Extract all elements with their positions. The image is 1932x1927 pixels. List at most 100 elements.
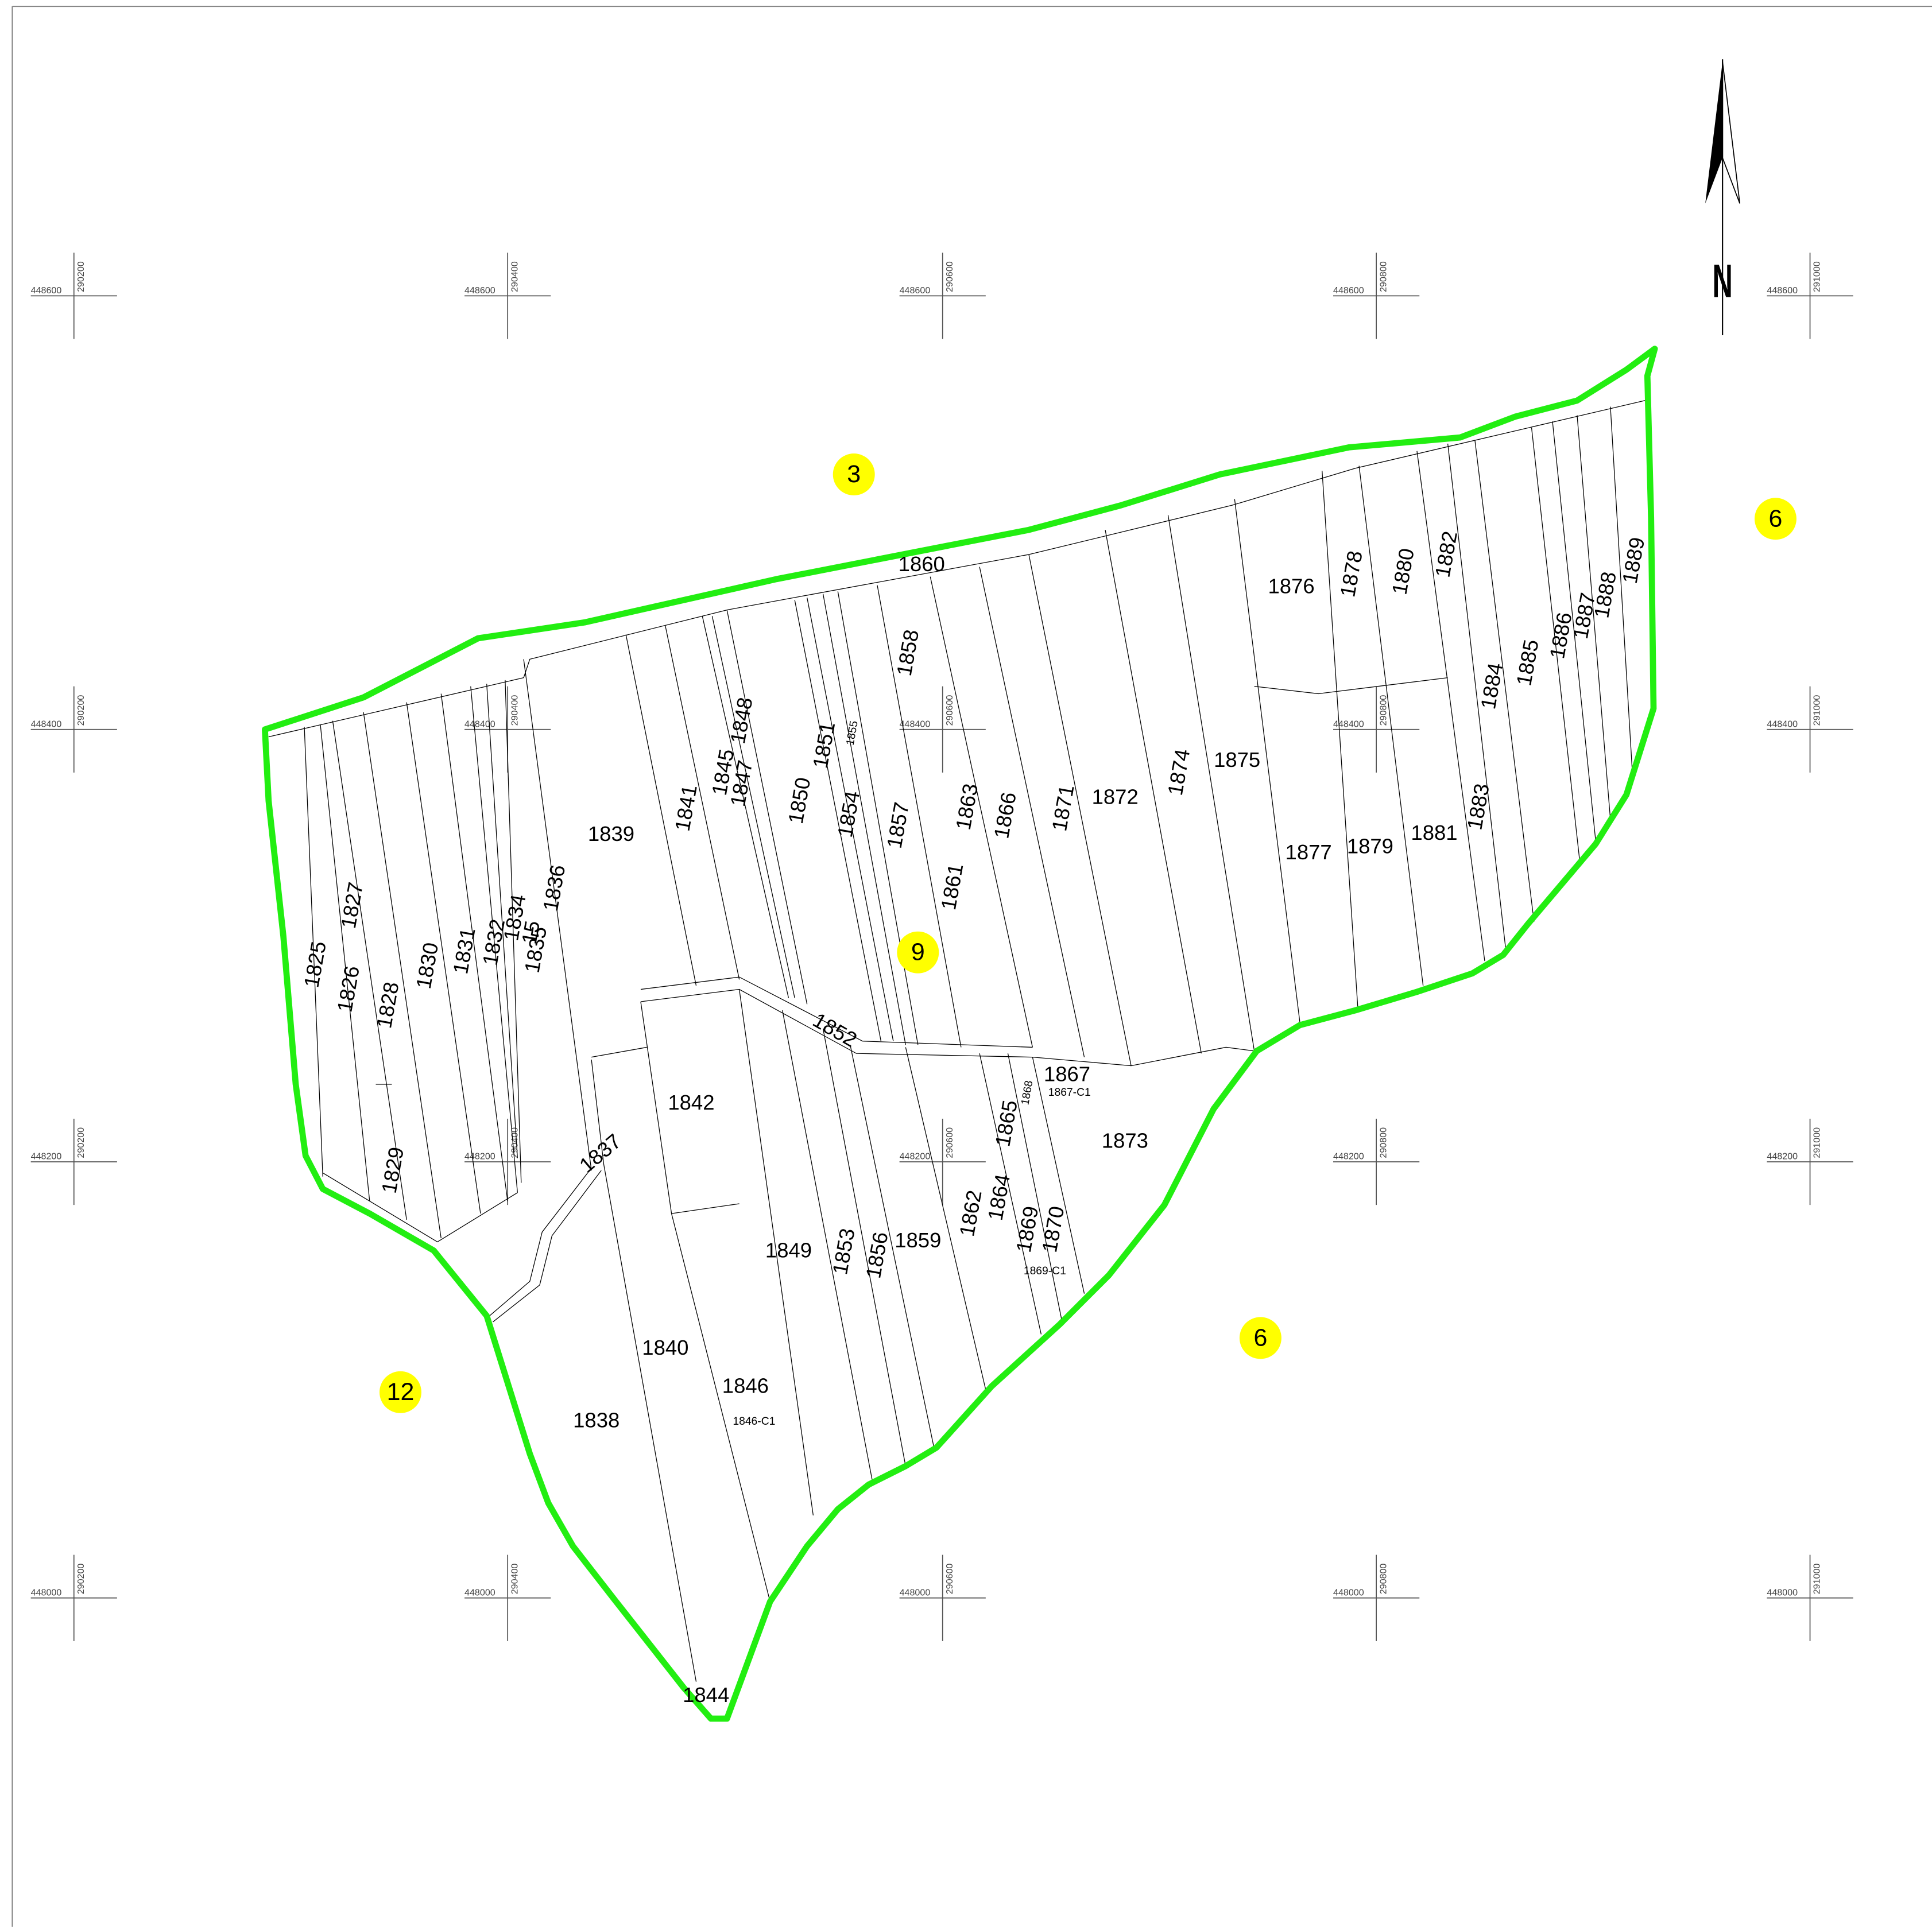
parcel-line <box>640 976 1033 1048</box>
northing-label: 448400 <box>464 719 495 729</box>
parcel-line <box>850 1045 935 1448</box>
parcel-label: 1865 <box>990 1098 1021 1148</box>
parcel-line <box>625 634 697 986</box>
northing-label: 448000 <box>1767 1587 1798 1598</box>
parcel-line <box>640 1001 771 1602</box>
zone-label: 9 <box>911 939 925 966</box>
northing-label: 448400 <box>1767 719 1798 729</box>
parcel-line <box>440 693 508 1201</box>
northing-label: 448400 <box>900 719 931 729</box>
parcel-label: 1869-C1 <box>1024 1265 1066 1277</box>
parcel-line <box>979 1053 1042 1335</box>
parcel-label: 1848 <box>726 696 757 746</box>
easting-label: 290800 <box>1378 695 1388 726</box>
parcel-label: 1876 <box>1268 575 1314 598</box>
parcel-line <box>1322 471 1358 1008</box>
parcel-line <box>738 989 814 1516</box>
northing-label: 448200 <box>900 1151 931 1162</box>
parcel-label: 1877 <box>1286 840 1332 864</box>
northing-label: 448000 <box>1333 1587 1364 1598</box>
parcel-label: 1830 <box>412 941 443 991</box>
parcel-line <box>822 1029 906 1467</box>
parcel-line <box>591 1046 647 1058</box>
parcel-line <box>332 720 407 1220</box>
parcel-label: 1867 <box>1044 1062 1090 1085</box>
zone-marker <box>833 453 875 496</box>
parcel-label: 1889 <box>1618 536 1649 586</box>
parcel-lines <box>268 400 1646 1682</box>
easting-label: 290600 <box>944 1564 955 1595</box>
zone-label: 6 <box>1769 505 1783 532</box>
parcel-line <box>1447 443 1507 949</box>
parcel-line <box>1254 677 1448 695</box>
boundary <box>262 346 1658 1722</box>
northing-label: 448200 <box>464 1151 495 1162</box>
parcel-line <box>486 684 518 1158</box>
easting-label: 290200 <box>76 1127 86 1158</box>
easting-label: 291000 <box>1812 261 1822 292</box>
parcel-label: 1846-C1 <box>733 1416 775 1428</box>
parcel-label: 1857 <box>882 800 913 850</box>
parcel-line <box>493 1170 602 1323</box>
parcel-label: 1878 <box>1335 549 1366 599</box>
parcel-label: 1853 <box>828 1227 859 1277</box>
parcel-label: 1867-C1 <box>1048 1087 1091 1099</box>
north-label: N <box>1713 255 1733 308</box>
parcel-label: 1875 <box>1214 748 1260 771</box>
easting-label: 290600 <box>944 261 955 292</box>
parcel-line <box>837 591 919 1045</box>
parcel-label: 1842 <box>668 1091 714 1114</box>
parcel-line <box>640 988 1033 1058</box>
parcel-line <box>406 702 481 1214</box>
parcel-label: 1839 <box>588 822 634 846</box>
parcel-line <box>322 1172 518 1243</box>
easting-label: 290400 <box>509 1564 520 1595</box>
easting-label: 290400 <box>509 261 520 292</box>
parcel-line <box>1007 1053 1063 1323</box>
parcel-line <box>1167 515 1255 1051</box>
northing-label: 448400 <box>1333 719 1364 729</box>
parcel-line <box>470 686 518 1193</box>
easting-label: 290800 <box>1378 1564 1388 1595</box>
parcel-line <box>822 594 906 1045</box>
parcel-line <box>523 659 592 1171</box>
northing-label: 448600 <box>31 285 62 296</box>
easting-label: 291000 <box>1812 1564 1822 1595</box>
parcel-label: 1825 <box>299 940 330 990</box>
parcel-line <box>1105 529 1202 1054</box>
easting-label: 290800 <box>1378 1127 1388 1158</box>
parcel-label: 1858 <box>892 628 923 678</box>
parcel-label: 1881 <box>1411 821 1457 844</box>
parcel-line <box>1032 1057 1085 1294</box>
easting-label: 290200 <box>76 1564 86 1595</box>
easting-label: 291000 <box>1812 695 1822 726</box>
parcel-label: 1871 <box>1047 783 1078 833</box>
northing-label: 448600 <box>900 285 931 296</box>
parcel-line <box>877 585 962 1048</box>
parcel-label: 1856 <box>861 1230 892 1280</box>
parcel-label: 1872 <box>1092 785 1139 809</box>
parcel-label: 1864 <box>984 1172 1015 1222</box>
northing-label: 448200 <box>31 1151 62 1162</box>
parcel-label: 1838 <box>573 1408 620 1432</box>
parcel-label: 1826 <box>332 964 363 1014</box>
parcel-label: 1880 <box>1387 546 1418 596</box>
easting-label: 290200 <box>76 695 86 726</box>
parcel-line <box>1531 427 1580 860</box>
parcel-label: 1852 <box>809 1008 861 1052</box>
parcel-line <box>1552 421 1596 840</box>
northing-label: 448000 <box>31 1587 62 1598</box>
zones: 3 6 9 12 6 <box>379 453 1797 1413</box>
parcel-line <box>794 600 882 1041</box>
easting-label: 290600 <box>944 1127 955 1158</box>
parcel-line <box>363 712 442 1239</box>
parcel-line <box>486 1168 592 1319</box>
parcel-label: 1862 <box>955 1188 986 1238</box>
parcel-label: 1882 <box>1431 529 1462 579</box>
parcel-line <box>1032 1046 1255 1067</box>
parcel-line <box>268 400 1646 738</box>
parcel-line <box>702 616 789 998</box>
parcel-label: 1879 <box>1347 834 1393 858</box>
parcel-label: 15 <box>517 919 544 946</box>
parcel-line <box>930 576 1033 1048</box>
